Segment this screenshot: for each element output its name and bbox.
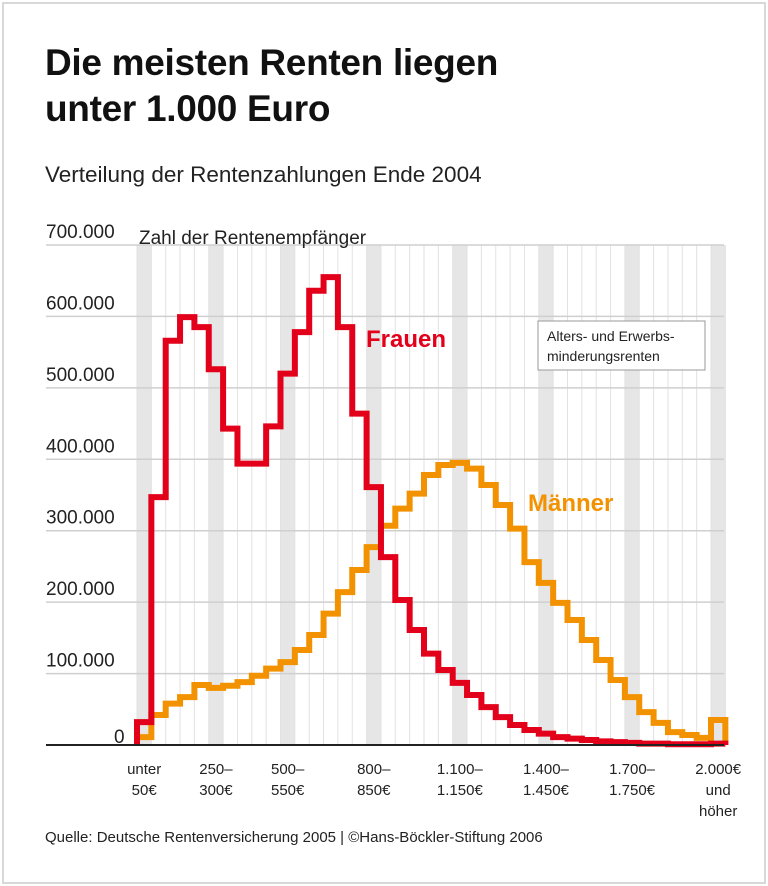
x-tick-label: 550€	[271, 782, 305, 799]
y-tick-label: 300.000	[46, 508, 115, 529]
y-tick-label: 400.000	[46, 436, 115, 457]
x-tick-label: 1.450€	[523, 782, 570, 799]
chart-subtitle: Verteilung der Rentenzahlungen Ende 2004	[45, 162, 482, 187]
source-note: Quelle: Deutsche Rentenversicherung 2005…	[45, 829, 543, 846]
x-tick-label: 1.700–	[609, 761, 656, 778]
x-tick-label: 500–	[271, 761, 305, 778]
y-axis-label: Zahl der Rentenempfänger	[139, 228, 367, 249]
y-tick-label: 600.000	[46, 293, 115, 314]
x-tick-label: 50€	[132, 782, 158, 799]
y-tick-label: 200.000	[46, 579, 115, 600]
x-tick-label: 300€	[199, 782, 233, 799]
x-tick-label: 1.100–	[437, 761, 484, 778]
y-tick-label: 500.000	[46, 365, 115, 386]
y-tick-label: 0	[114, 727, 125, 748]
y-tick-label: 700.000	[46, 222, 115, 243]
x-tick-label: 1.150€	[437, 782, 484, 799]
y-tick-label: 100.000	[46, 651, 115, 672]
x-tick-label: unter	[127, 761, 161, 778]
x-tick-label: höher	[699, 803, 737, 820]
legend-line-2: minderungsrenten	[547, 348, 660, 364]
legend-line-1: Alters- und Erwerbs-	[547, 328, 675, 344]
x-tick-label: 2.000€	[695, 761, 742, 778]
highlight-stripe	[137, 245, 152, 745]
x-tick-label: 850€	[357, 782, 391, 799]
highlight-stripe	[452, 245, 468, 745]
series-line-männer	[134, 459, 729, 745]
chart-title: Die meisten Renten liegen unter 1.000 Eu…	[45, 40, 498, 132]
series-label-maenner: Männer	[528, 490, 613, 517]
series-line-frauen	[134, 274, 729, 748]
x-tick-label: 1.750€	[609, 782, 656, 799]
highlight-stripe	[711, 245, 726, 745]
x-tick-label: und	[706, 782, 731, 799]
highlight-stripe	[280, 245, 295, 745]
highlight-stripe	[624, 245, 640, 745]
title-line-1: Die meisten Renten liegen	[45, 42, 499, 83]
legend-box: Alters- und Erwerbs- minderungsrenten	[537, 320, 706, 371]
highlight-stripe	[366, 245, 381, 745]
series-label-frauen: Frauen	[366, 326, 446, 353]
title-line-2: unter 1.000 Euro	[45, 88, 331, 129]
highlight-stripe	[208, 245, 224, 745]
x-tick-label: 800–	[357, 761, 391, 778]
x-tick-label: 1.400–	[523, 761, 570, 778]
x-tick-label: 250–	[199, 761, 233, 778]
